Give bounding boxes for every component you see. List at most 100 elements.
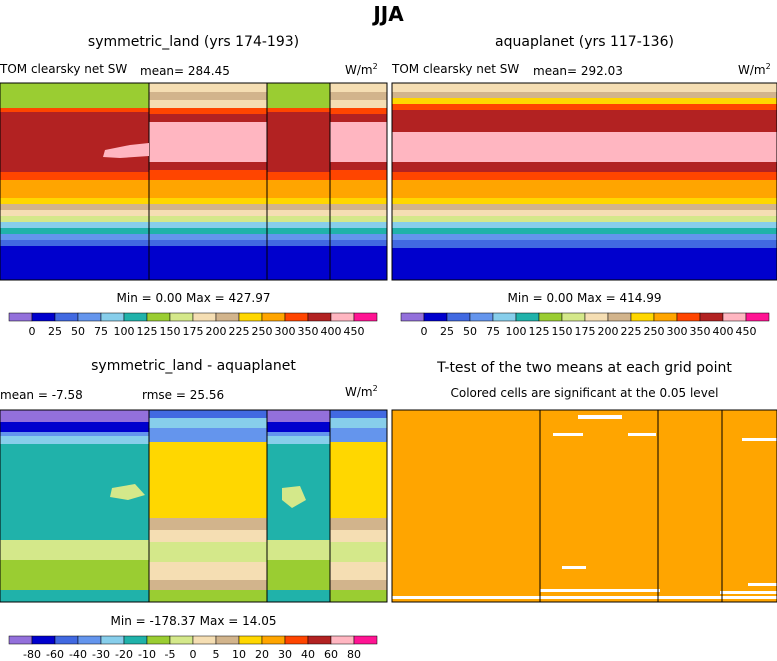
panel1-ocean-band [267, 246, 330, 280]
panel2-colorbar-tick: 350 [690, 325, 711, 338]
panel2-colorbar-tick: 75 [486, 325, 500, 338]
panel3-land-band [149, 428, 267, 442]
panel2-band [392, 98, 777, 104]
panel1-ocean-band [0, 112, 149, 120]
panel1-land-band [330, 170, 387, 180]
panel3-colorbar-swatch [307, 635, 332, 645]
panel1-colorbar-tick: 300 [275, 325, 296, 338]
panel2-colorbar-tick: 0 [421, 325, 428, 338]
panel1-land-band [330, 83, 387, 92]
panel1-land-band [149, 190, 267, 198]
panel1-land-band [330, 122, 387, 162]
panel3-land-band [149, 418, 267, 428]
panel1-colorbar-tick: 225 [229, 325, 250, 338]
panel1-land-band [149, 108, 267, 114]
panel3-land-band [330, 442, 387, 518]
panel1-colorbar-swatch [169, 312, 194, 322]
panel1-stats: Min = 0.00 Max = 427.97 [116, 291, 271, 305]
panel2-colorbar-tick: 250 [644, 325, 665, 338]
panel2-band [392, 172, 777, 180]
panel3-rmse: rmse = 25.56 [142, 388, 225, 402]
panel3-colorbar-swatch [146, 635, 171, 645]
panel1-land-band [330, 204, 387, 210]
panel1-land-band [330, 222, 387, 228]
panel3-colorbar-tick: -40 [69, 648, 87, 661]
panel3-colorbar-swatch [77, 635, 102, 645]
panel3-land-band [149, 442, 267, 518]
panel3-stats: Min = -178.37 Max = 14.05 [110, 614, 277, 628]
panel1-land-band [330, 228, 387, 234]
panel4-title: T-test of the two means at each grid poi… [437, 360, 732, 376]
panel4-insignificant-cell [720, 591, 777, 594]
panel3-green-blob [110, 484, 145, 500]
panel2-left-label: TOM clearsky net SW [392, 62, 520, 76]
panel2-frame [391, 82, 777, 281]
panel1-ocean-band [0, 228, 149, 234]
panel2-colorbar-swatch [446, 312, 471, 322]
panel1-colorbar-swatch [215, 312, 240, 322]
panel3-colorbar-swatch [123, 635, 148, 645]
panel1-ocean-band [267, 180, 330, 190]
panel1-ocean-band [267, 216, 330, 222]
panel1-land-band [330, 114, 387, 122]
panel2-colorbar-tick: 450 [736, 325, 757, 338]
panel3-ocean-band [267, 432, 330, 436]
panel3-colorbar-tick: 20 [255, 648, 269, 661]
panel1-colorbar-swatch [100, 312, 125, 322]
panel3-colorbar-swatch [169, 635, 194, 645]
panel1-colorbar-tick: 50 [71, 325, 85, 338]
panel3-land-band [330, 590, 387, 602]
panel2-band [392, 190, 777, 198]
panel3-ocean-band [0, 436, 149, 444]
panel3-colorbar-tick: 80 [347, 648, 361, 661]
panel1-land-band [149, 234, 267, 240]
panel2-band [392, 228, 777, 234]
panel2-colorbar-tick: 225 [621, 325, 642, 338]
panel3-colorbar-tick: 40 [301, 648, 315, 661]
panel1-units: W/m2 [345, 62, 378, 77]
panel4-insignificant-cell [578, 415, 622, 419]
panel1-ocean-band [267, 222, 330, 228]
panel1-ocean-band [267, 234, 330, 240]
panel3-colorbar-tick: -60 [46, 648, 64, 661]
panel2-mean: mean= 292.03 [533, 64, 623, 78]
panel1-ocean-band [0, 204, 149, 210]
panel1-mean: mean= 284.45 [140, 64, 230, 78]
panel1-land-band [330, 92, 387, 100]
panel1-pink-blob [103, 143, 149, 158]
panel4-frame [391, 409, 777, 603]
panel1-colorbar-swatch [307, 312, 332, 322]
panel2-colorbar-tick: 125 [529, 325, 550, 338]
panel3-green-blob [282, 486, 306, 508]
panel1-ocean-band [0, 120, 149, 172]
panel3-colorbar-swatch [261, 635, 286, 645]
panel1-frame [0, 82, 388, 281]
panel1-ocean-band [0, 246, 149, 280]
panel3-ocean-band [0, 590, 149, 602]
panel1-colorbar-swatch [284, 312, 309, 322]
panel1-colorbar-swatch [146, 312, 171, 322]
panel2-colorbar-swatch [722, 312, 747, 322]
panel1-ocean-band [0, 216, 149, 222]
panel1-colorbar-swatch [261, 312, 286, 322]
panel1-colorbar-swatch [54, 312, 79, 322]
panel2-band [392, 204, 777, 210]
panel3-ocean-band [0, 422, 149, 432]
panel3-colorbar-tick: 60 [324, 648, 338, 661]
panel1-colorbar-swatch [238, 312, 263, 322]
panel1-land-band [149, 216, 267, 222]
panel1-colorbar-tick: 400 [321, 325, 342, 338]
panel4-insignificant-cell [392, 596, 777, 599]
panel1-ocean-band [0, 83, 149, 96]
panel3-colorbar-swatch [31, 635, 56, 645]
panel2-colorbar-tick: 400 [713, 325, 734, 338]
panel2-colorbar-swatch [653, 312, 678, 322]
panel3-colorbar-tick: 5 [213, 648, 220, 661]
panel1-land-band [330, 198, 387, 204]
panel2-colorbar-swatch [630, 312, 655, 322]
panel2-colorbar-swatch [745, 312, 770, 322]
panel1-colorbar-tick: 0 [29, 325, 36, 338]
panel1-colorbar-tick: 25 [48, 325, 62, 338]
panel2-colorbar-swatch [584, 312, 609, 322]
panel3-ocean-band [0, 540, 149, 560]
